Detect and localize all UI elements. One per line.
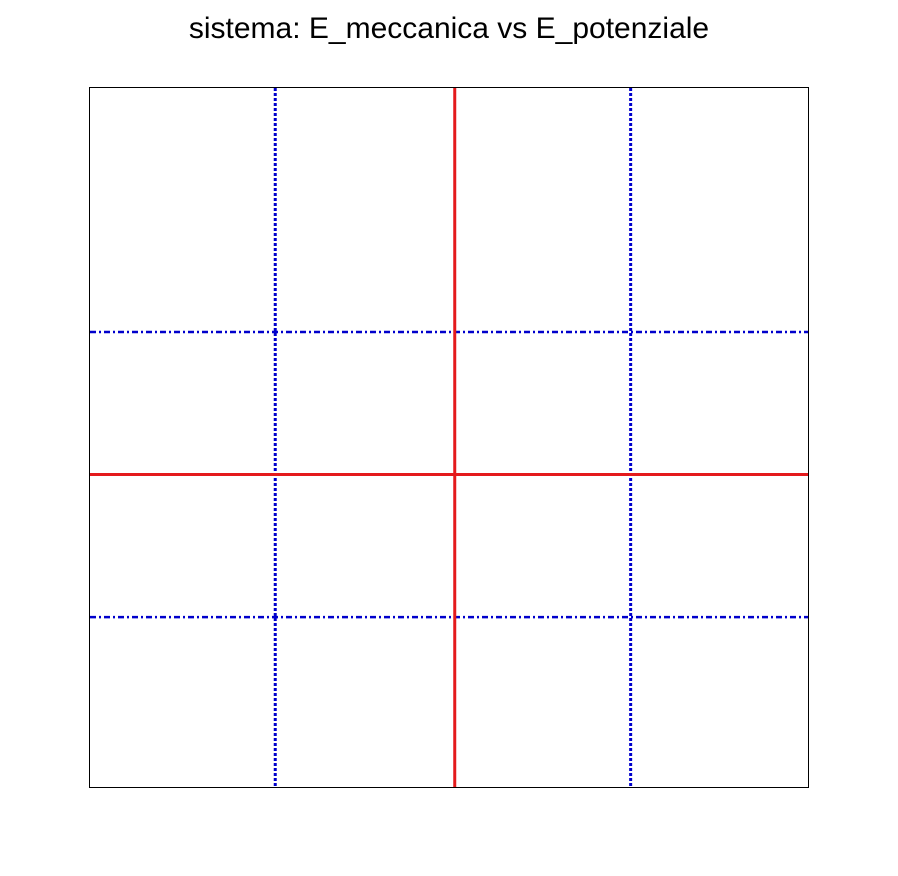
reference-lines: [90, 88, 808, 787]
chart-title: sistema: E_meccanica vs E_potenziale: [188, 12, 710, 45]
plot-frame: [89, 87, 809, 788]
